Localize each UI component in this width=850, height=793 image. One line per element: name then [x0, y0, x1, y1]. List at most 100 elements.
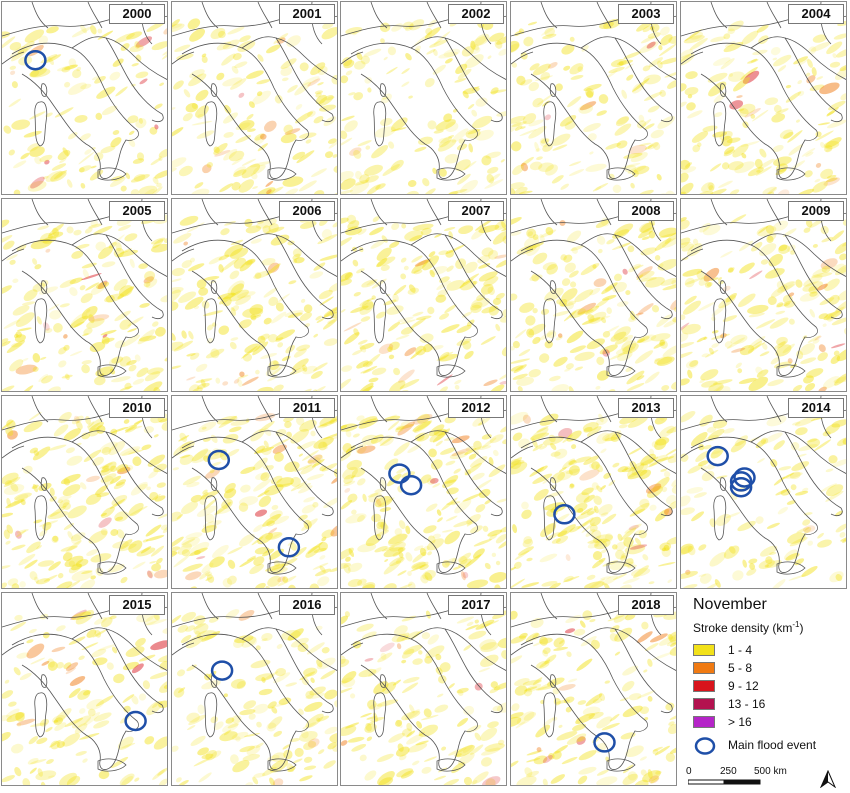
year-label: 2009	[788, 201, 844, 221]
year-label: 2003	[618, 4, 674, 24]
legend-swatch	[693, 698, 715, 710]
density-layer	[2, 20, 167, 194]
stroke-density-map	[172, 199, 337, 391]
stroke-density-map	[681, 199, 846, 391]
year-label: 2014	[788, 398, 844, 418]
density-layer	[2, 411, 167, 588]
coastline-layer	[681, 2, 846, 181]
stroke-density-map	[511, 199, 676, 391]
scale-tick-0: 0	[686, 766, 692, 777]
flood-event-marker	[593, 732, 616, 753]
legend-flood-label: Main flood event	[728, 738, 817, 752]
year-label: 2015	[109, 595, 165, 615]
coastline-layer	[681, 199, 846, 378]
coastline-layer	[511, 2, 676, 181]
year-label: 2000	[109, 4, 165, 24]
map-panel: 2006	[171, 198, 338, 392]
map-panel: 2000	[1, 1, 168, 195]
density-layer	[172, 609, 337, 785]
flood-event-marker	[277, 537, 301, 558]
year-label: 2002	[448, 4, 504, 24]
map-panel: 2015	[1, 592, 168, 786]
flood-event-marker	[706, 445, 729, 467]
stroke-density-map	[341, 2, 506, 194]
stroke-density-map	[511, 593, 676, 785]
legend-class-label: 13 - 16	[728, 697, 766, 711]
density-layer	[172, 215, 337, 391]
stroke-density-map	[2, 199, 167, 391]
flood-event-marker	[553, 504, 576, 525]
density-layer	[2, 609, 167, 785]
stroke-density-map	[341, 396, 506, 588]
map-panel: 2017	[340, 592, 507, 786]
density-layer	[172, 18, 337, 194]
density-layer	[341, 19, 506, 194]
stroke-density-map	[681, 2, 846, 194]
legend-title: November	[693, 596, 767, 613]
year-label: 2011	[279, 398, 335, 418]
year-label: 2006	[279, 201, 335, 221]
scale-bar-graphic	[688, 779, 761, 785]
coastline-layer	[172, 2, 337, 181]
coastline-layer	[2, 2, 167, 181]
map-panel: 2007	[340, 198, 507, 392]
legend-class-label: 5 - 8	[728, 661, 753, 675]
flood-event-marker	[729, 476, 753, 498]
map-panel: 2013	[510, 395, 677, 589]
legend-swatch	[693, 680, 715, 692]
legend-subtitle-close: )	[799, 621, 804, 635]
density-layer	[511, 608, 676, 785]
stroke-density-map	[172, 593, 337, 785]
map-panel: 2004	[680, 1, 847, 195]
year-label: 2013	[618, 398, 674, 418]
year-label: 2004	[788, 4, 844, 24]
density-layer	[341, 610, 506, 785]
map-panel: 2002	[340, 1, 507, 195]
stroke-density-map	[172, 396, 337, 588]
year-label: 2017	[448, 595, 504, 615]
stroke-density-map	[511, 2, 676, 194]
coastline-layer	[341, 593, 506, 772]
flood-event-marker	[210, 660, 234, 681]
density-layer	[511, 217, 676, 391]
stroke-density-map	[341, 593, 506, 785]
scale-tick-250: 250	[720, 766, 737, 777]
legend-swatch	[693, 644, 715, 656]
flood-event-marker	[24, 49, 47, 71]
stroke-density-map	[172, 2, 337, 194]
stroke-density-map	[2, 396, 167, 588]
circle-outline-icon	[694, 737, 716, 755]
density-layer	[341, 214, 506, 391]
year-label: 2007	[448, 201, 504, 221]
year-label: 2018	[618, 595, 674, 615]
scale-bar: 0 250 500 km	[686, 766, 796, 788]
flood-event-marker	[399, 474, 423, 496]
stroke-density-map	[341, 199, 506, 391]
map-panel: 2018	[510, 592, 677, 786]
flood-event-marker	[729, 471, 753, 492]
map-panel: 2012	[340, 395, 507, 589]
legend-class-label: 1 - 4	[728, 643, 753, 657]
density-layer	[681, 214, 846, 391]
legend-class-label: 9 - 12	[728, 679, 759, 693]
legend-swatch	[693, 662, 715, 674]
density-layer	[341, 413, 506, 588]
year-label: 2010	[109, 398, 165, 418]
legend-subtitle: Stroke density (km-1)	[693, 620, 804, 635]
coastline-layer	[2, 396, 167, 575]
density-layer	[511, 18, 676, 194]
stroke-density-map	[681, 396, 846, 588]
year-label: 2001	[279, 4, 335, 24]
density-layer	[511, 411, 676, 588]
density-layer	[172, 413, 337, 588]
flood-event-marker	[124, 710, 147, 732]
legend-class-label: > 16	[728, 715, 752, 729]
stroke-density-map	[511, 396, 676, 588]
map-panel: 2005	[1, 198, 168, 392]
map-panel: 2008	[510, 198, 677, 392]
coastline-layer	[341, 2, 506, 181]
year-label: 2005	[109, 201, 165, 221]
coastline-layer	[511, 396, 676, 575]
stroke-density-map	[2, 593, 167, 785]
